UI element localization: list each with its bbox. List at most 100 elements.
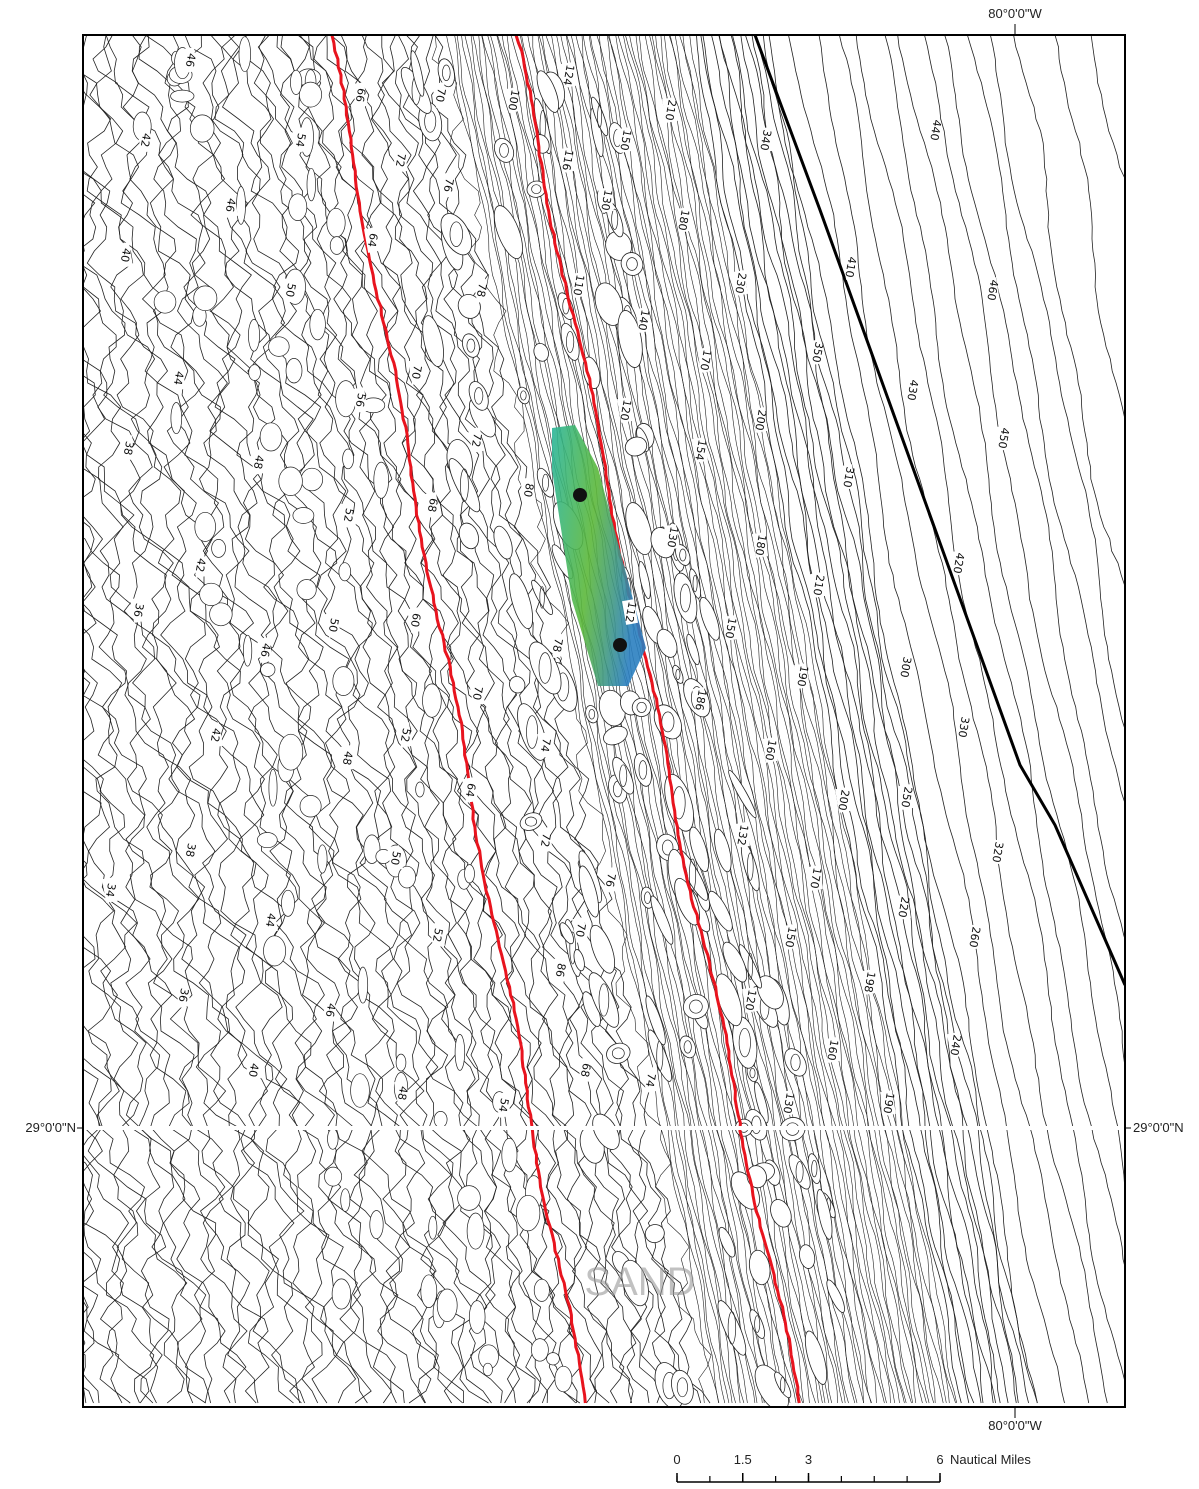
contour-knoll: [396, 1054, 406, 1071]
latitude-label: 29°0'0"N: [1133, 1120, 1184, 1135]
contour-label: 50: [326, 617, 341, 633]
contour-line: [0, 35, 247, 1403]
contour-label: 64: [463, 782, 478, 798]
contour-line: [0, 35, 162, 1403]
page: {"map": { "graticule": {"longitude_label…: [0, 0, 1199, 1489]
contour-line: [898, 35, 1174, 1403]
contour-knoll: [279, 734, 303, 770]
contour-knoll: [154, 291, 176, 313]
contour-knoll: [555, 1366, 572, 1392]
contour-line: [28, 35, 315, 1403]
contour-label: 64: [365, 232, 380, 248]
contour-knoll: [200, 583, 223, 605]
contour-label: 34: [103, 882, 118, 898]
contour-knoll: [261, 663, 275, 677]
contour-knoll: [248, 319, 259, 351]
contour-knoll: [328, 1129, 339, 1150]
contour-label: 86: [553, 962, 568, 978]
contour-layer: 4642464050443848546672645652684236465060…: [0, 35, 1199, 1417]
contour-label: 36: [131, 602, 146, 618]
contour-knoll: [289, 194, 307, 221]
contour-label: 42: [138, 132, 153, 148]
contour-line: [0, 35, 21, 1403]
contour-label: 46: [183, 52, 198, 68]
contour-knoll: [310, 309, 326, 340]
contour-label: 70: [470, 685, 485, 701]
contour-line: [755, 35, 1029, 1403]
contour-line: [0, 35, 269, 1403]
contour-label: 52: [398, 727, 413, 743]
contour-knoll: [767, 1196, 796, 1230]
contour-label: 68: [578, 1062, 593, 1078]
contour-knoll: [195, 512, 216, 541]
contour-label: 70: [573, 922, 588, 938]
contour-knoll: [257, 833, 277, 848]
contour-line: [1091, 35, 1199, 1403]
contour-knoll: [419, 314, 448, 369]
contour-label: 70: [409, 364, 424, 380]
contour-line: [1167, 35, 1199, 1403]
contour-label: 46: [258, 642, 273, 658]
contour-knoll: [239, 37, 251, 72]
contour-line: [258, 35, 541, 1403]
contour-label: 78: [474, 282, 489, 298]
contour-knoll: [416, 782, 425, 797]
contour-label: 52: [430, 927, 445, 943]
contour-knoll: [726, 768, 760, 819]
contour-line: [0, 35, 36, 1403]
contour-knoll: [459, 332, 482, 360]
contour-knoll: [333, 667, 354, 696]
contour-line: [0, 35, 78, 1403]
contour-label: 78: [550, 637, 565, 653]
contour-knoll: [437, 1289, 457, 1322]
contour-label: 40: [118, 247, 133, 263]
contour-knoll: [671, 664, 686, 685]
survey-area: [552, 425, 646, 686]
contour-label: 40: [246, 1062, 261, 1078]
contour-line: [0, 35, 149, 1403]
contour-line: [945, 35, 1199, 1403]
contour-knoll: [341, 1189, 350, 1212]
contour-knoll: [455, 1034, 465, 1070]
contour-line: [769, 35, 1037, 1403]
contour-label: 52: [341, 507, 356, 523]
contour-label: 76: [603, 872, 618, 888]
shelf-edge-line: [755, 35, 1125, 985]
scale-unit: Nautical Miles: [950, 1452, 1031, 1467]
contour-label: 68: [425, 497, 440, 513]
contour-knoll: [469, 1301, 485, 1334]
contour-line: [145, 35, 438, 1403]
contour-line: [856, 35, 1129, 1403]
contour-knoll: [264, 936, 286, 966]
contour-knoll: [190, 115, 214, 142]
latitude-label: 29°0'0"N: [25, 1120, 76, 1135]
contour-knoll: [327, 208, 345, 237]
contour-knoll: [456, 520, 482, 551]
contour-knoll: [747, 1308, 768, 1340]
area-label: SAND: [584, 1260, 695, 1304]
contour-knoll: [585, 922, 620, 976]
contour-label: 46: [223, 197, 238, 213]
contour-line: [90, 35, 368, 1403]
contour-knoll: [336, 381, 356, 417]
contour-knoll: [711, 828, 735, 874]
contour-knoll: [299, 82, 321, 107]
longitude-label: 80°0'0"W: [988, 6, 1042, 21]
contour-knoll: [286, 358, 302, 383]
contour-label: 74: [643, 1072, 658, 1088]
contour-label: 50: [388, 850, 403, 866]
contour-line: [670, 35, 943, 1403]
contour-knoll: [534, 1279, 549, 1301]
contour-knoll: [194, 286, 217, 311]
contour-label: 48: [251, 454, 266, 470]
longitude-label: 80°0'0"W: [988, 1418, 1042, 1433]
contour-label: 54: [293, 132, 308, 148]
contour-knoll: [332, 1279, 351, 1309]
contour-knoll: [637, 561, 653, 600]
contour-label: 70: [433, 87, 448, 103]
contour-knoll: [260, 423, 282, 451]
contour-knoll: [631, 752, 654, 788]
contour-knoll: [358, 967, 368, 1003]
contour-knoll: [370, 1211, 383, 1239]
contour-knoll: [307, 168, 316, 201]
